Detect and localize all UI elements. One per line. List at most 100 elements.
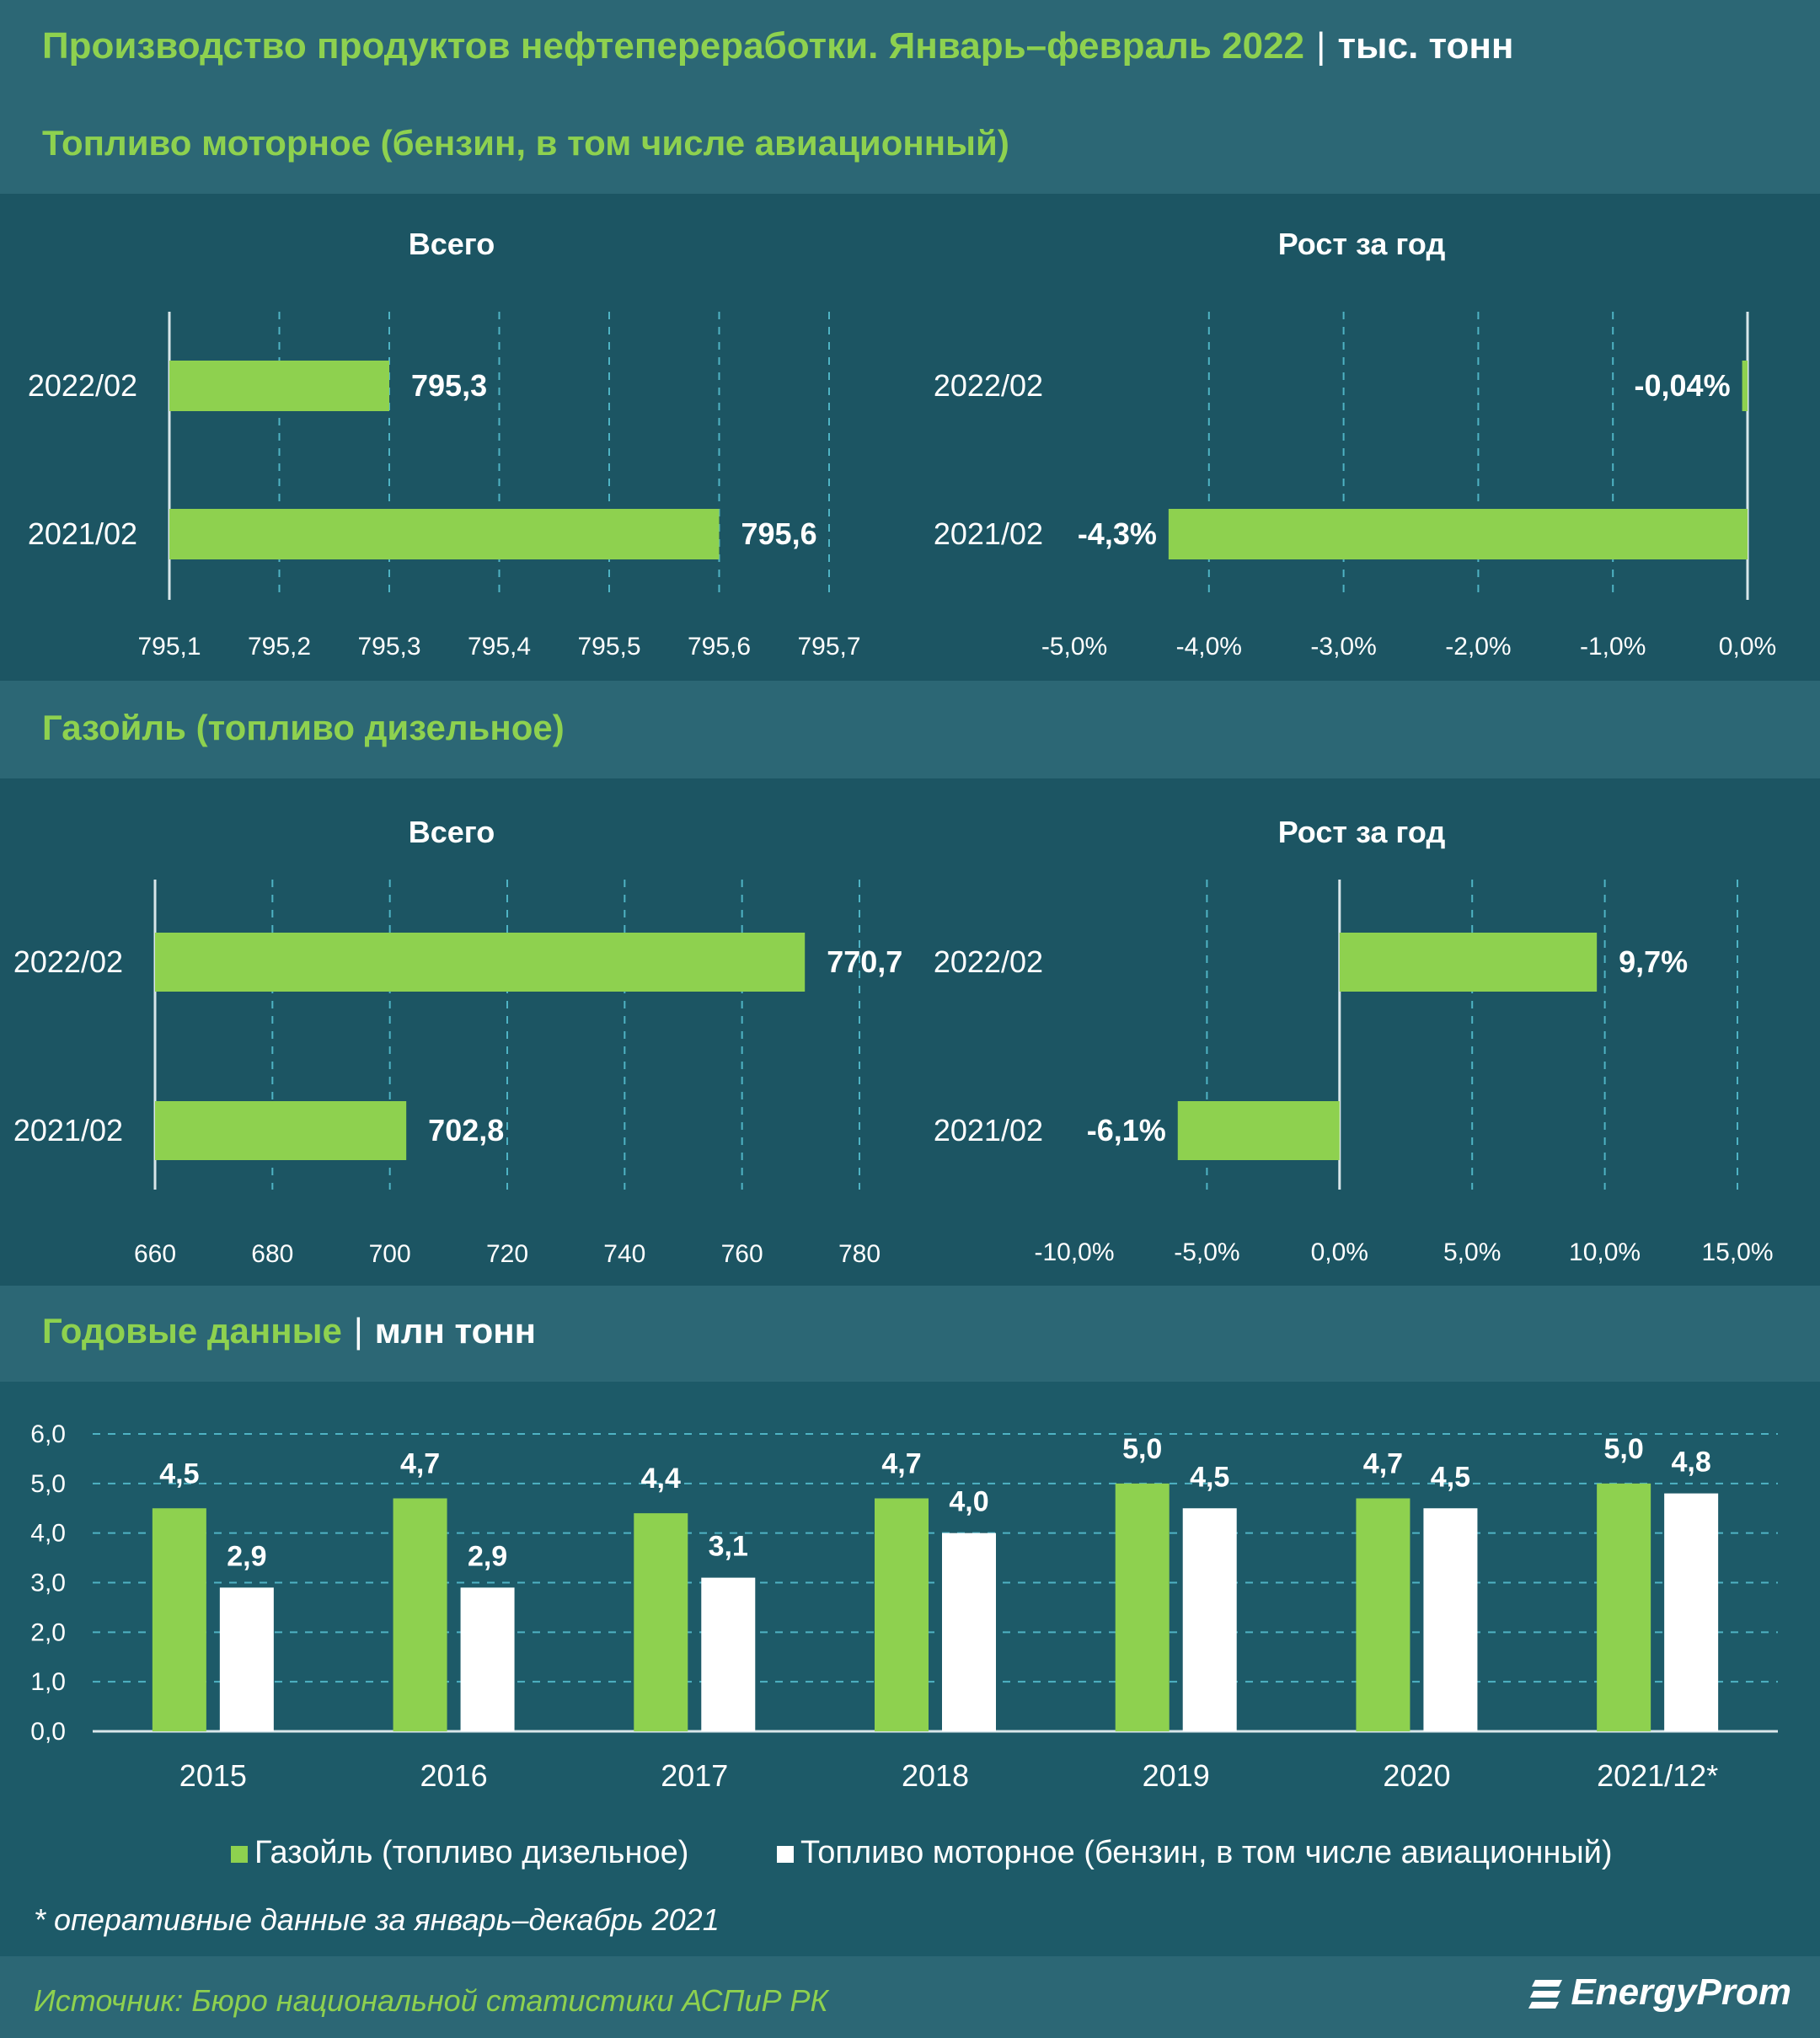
data-label: 2,9 [227, 1540, 266, 1572]
data-label: 795,6 [741, 516, 817, 551]
x-tick-label: 795,1 [137, 633, 201, 661]
y-tick-label: 2,0 [30, 1618, 66, 1646]
bar [1742, 361, 1748, 411]
data-label: 4,5 [1431, 1461, 1470, 1493]
annual-section-title: Годовые данные | млн тонн [42, 1311, 536, 1351]
data-label: 4,7 [400, 1447, 440, 1479]
bar [152, 1508, 206, 1731]
gasoil-band [0, 681, 1820, 778]
category-label: 2016 [420, 1758, 488, 1793]
bar [169, 361, 389, 411]
x-tick-label: -5,0% [1041, 633, 1107, 661]
title-separator: | [1316, 25, 1326, 67]
chart-title: Рост за год [1278, 227, 1446, 261]
energyprom-logo: EnergyProm [1527, 1971, 1791, 2014]
chart-gasoil-growth: Рост за год -10,0% -5,0% 0,0% 5,0% 10,0% 15,0%… [934, 815, 1774, 1266]
data-label: 4,5 [159, 1458, 199, 1490]
data-label: 4,7 [881, 1447, 921, 1479]
legend-swatch-gasoil [231, 1845, 248, 1863]
x-tick-label: 760 [721, 1240, 763, 1268]
category-label: 2015 [179, 1758, 247, 1793]
category-label: 2021/02 [13, 1113, 123, 1147]
header-band [0, 0, 1820, 194]
bar [1177, 1101, 1340, 1160]
bar [155, 1101, 407, 1160]
y-tick-label: 5,0 [30, 1470, 66, 1498]
category-label: 2021/02 [28, 516, 137, 551]
x-tick-label: 795,3 [357, 633, 420, 661]
data-label: 5,0 [1122, 1433, 1162, 1465]
bar [1339, 933, 1598, 992]
bar [701, 1577, 756, 1731]
bar [393, 1498, 447, 1731]
x-tick-label: 795,7 [797, 633, 860, 661]
data-label: 4,4 [641, 1463, 681, 1495]
page-title: Производство продуктов нефтепереработки.… [42, 25, 1514, 67]
chart-motor-growth: Рост за год -5,0% -4,0% -3,0% -2,0% -1,0% 0,0%… [934, 227, 1776, 661]
annual-title-separator: | [353, 1311, 363, 1351]
y-tick-label: 4,0 [30, 1520, 66, 1548]
y-tick-label: 3,0 [30, 1570, 66, 1597]
category-label: 2022/02 [13, 944, 123, 979]
y-tick-label: 1,0 [30, 1668, 66, 1696]
gasoil-panel [0, 778, 1820, 1286]
x-tick-label: 795,4 [468, 633, 531, 661]
chart-annual: 0,0 1,0 2,0 3,0 4,0 5,0 6,0 4,5 2,9 2015 4,7 2,9 201… [30, 1420, 1778, 1793]
y-tick-label: 6,0 [30, 1420, 66, 1448]
data-label: 5,0 [1604, 1433, 1644, 1465]
x-tick-label: 795,5 [577, 633, 640, 661]
category-label: 2022/02 [934, 944, 1043, 979]
x-tick-label: 0,0% [1719, 633, 1776, 661]
chart-title: Всего [409, 227, 495, 261]
bar [1115, 1483, 1170, 1731]
logo-text: EnergyProm [1571, 1971, 1791, 2013]
footer-band [0, 1956, 1820, 2038]
x-tick-label: -5,0% [1174, 1238, 1239, 1266]
x-tick-label: 15,0% [1701, 1238, 1773, 1266]
x-tick-label: 700 [369, 1240, 411, 1268]
x-tick-label: -3,0% [1310, 633, 1376, 661]
gasoil-section-title: Газойль (топливо дизельное) [42, 708, 565, 747]
x-tick-label: -10,0% [1034, 1238, 1114, 1266]
data-label: -6,1% [1087, 1113, 1166, 1147]
annual-band [0, 1286, 1820, 1382]
data-label: -0,04% [1635, 368, 1731, 403]
data-label: -4,3% [1078, 516, 1157, 551]
data-label: 4,0 [949, 1486, 988, 1518]
legend-label-gasoil: Газойль (топливо дизельное) [254, 1835, 689, 1870]
annual-title-unit: млн тонн [374, 1311, 536, 1351]
motor-panel [0, 194, 1820, 681]
category-label: 2022/02 [934, 368, 1043, 403]
legend-swatch-motor [777, 1845, 794, 1863]
x-tick-label: 10,0% [1569, 1238, 1641, 1266]
data-label: 9,7% [1619, 944, 1688, 979]
x-tick-label: 5,0% [1443, 1238, 1501, 1266]
chart-gasoil-total: Всего 660 680 700 720 740 760 780 2022/02 770,7 20… [13, 815, 902, 1268]
x-tick-label: 660 [134, 1240, 176, 1268]
data-label: 702,8 [428, 1113, 504, 1147]
annual-title-text: Годовые данные [42, 1311, 342, 1351]
data-label: 2,9 [468, 1540, 507, 1572]
x-tick-label: 795,6 [688, 633, 751, 661]
data-label: 4,7 [1363, 1447, 1403, 1479]
chart-title: Рост за год [1278, 815, 1446, 849]
bar [219, 1587, 274, 1731]
y-tick-label: 0,0 [30, 1718, 66, 1746]
title-text: Производство продуктов нефтепереработки.… [42, 25, 1305, 67]
bar [1168, 509, 1748, 559]
energyprom-logo-icon [1528, 1980, 1563, 2009]
x-tick-label: -4,0% [1176, 633, 1242, 661]
data-label: 4,5 [1190, 1461, 1229, 1493]
bar [155, 933, 806, 992]
category-label: 2018 [902, 1758, 969, 1793]
x-tick-label: 720 [486, 1240, 528, 1268]
category-label: 2019 [1143, 1758, 1210, 1793]
category-label: 2021/02 [934, 516, 1043, 551]
data-label: 770,7 [827, 944, 902, 979]
motor-section-title: Топливо моторное (бензин, в том числе ав… [42, 123, 1009, 163]
bar [1356, 1498, 1410, 1731]
x-tick-label: -2,0% [1445, 633, 1511, 661]
bar [169, 509, 720, 559]
category-label: 2022/02 [28, 368, 137, 403]
bar [875, 1498, 929, 1731]
